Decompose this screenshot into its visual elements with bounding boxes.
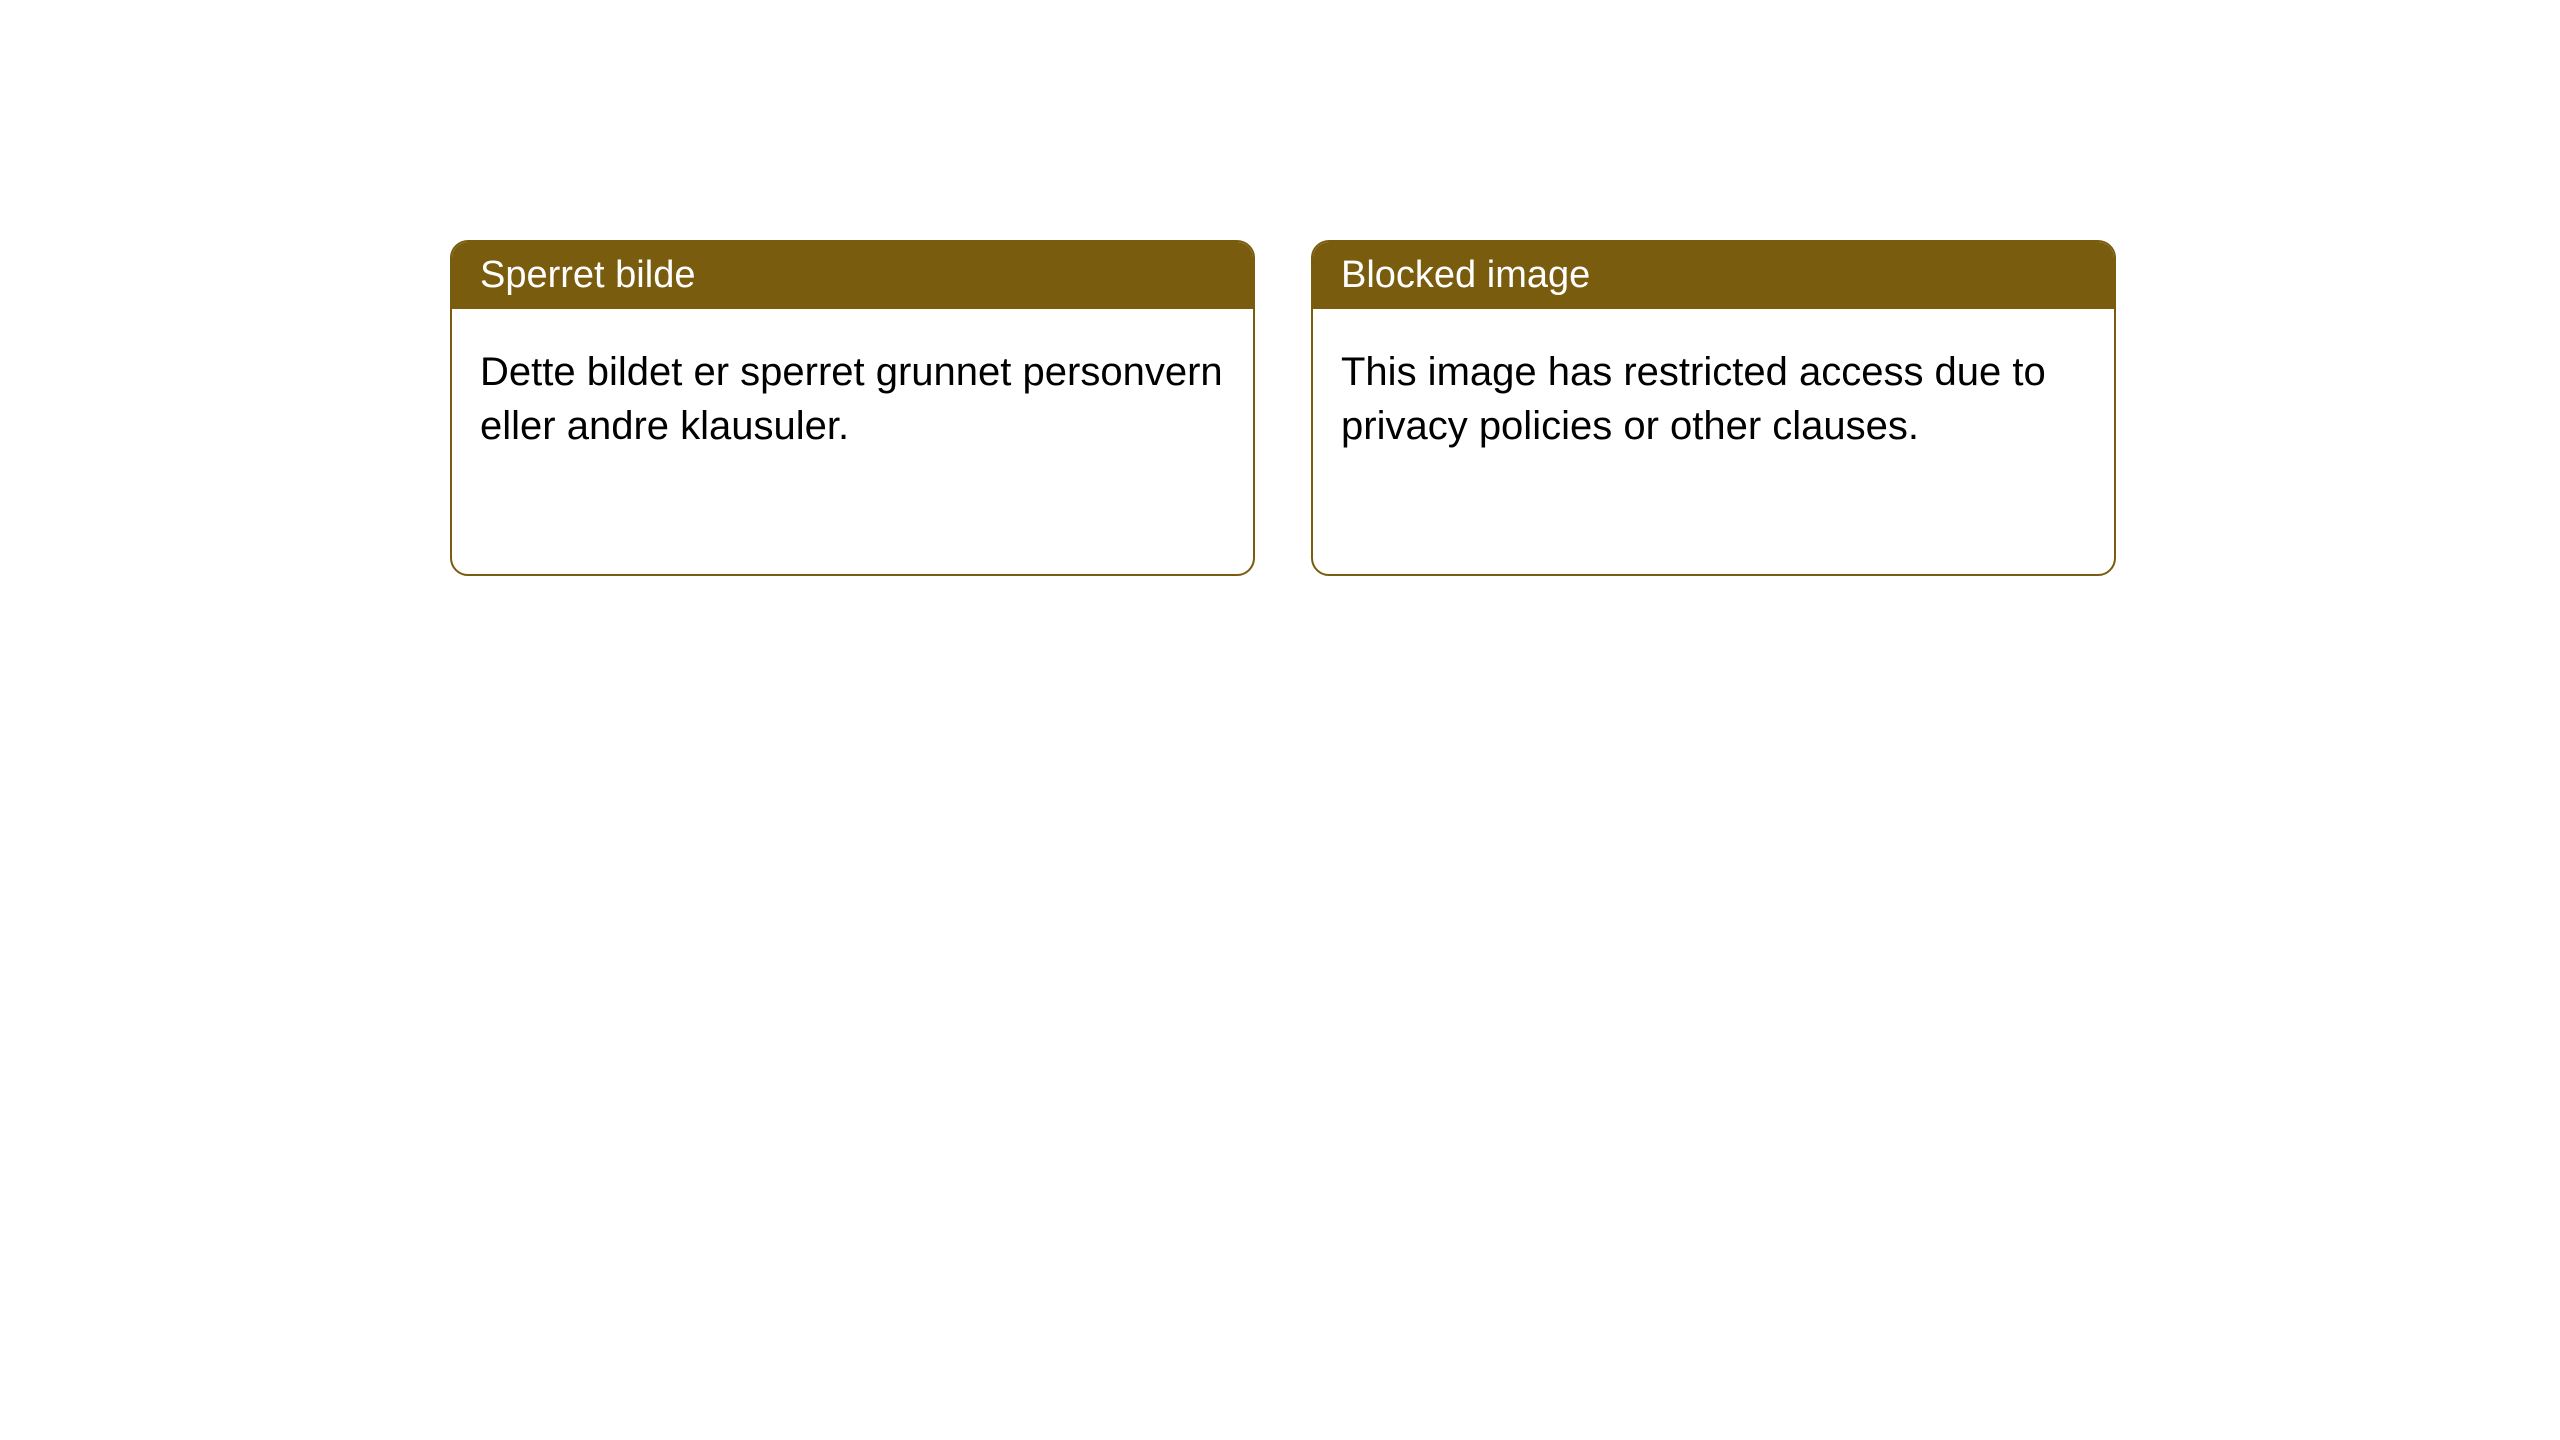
notice-cards-container: Sperret bilde Dette bildet er sperret gr… [450, 240, 2116, 576]
card-body: Dette bildet er sperret grunnet personve… [452, 309, 1253, 574]
card-title: Blocked image [1341, 254, 1590, 296]
notice-card-english: Blocked image This image has restricted … [1311, 240, 2116, 576]
card-body: This image has restricted access due to … [1313, 309, 2114, 574]
card-title: Sperret bilde [480, 254, 695, 296]
card-header: Blocked image [1313, 242, 2114, 309]
notice-card-norwegian: Sperret bilde Dette bildet er sperret gr… [450, 240, 1255, 576]
card-header: Sperret bilde [452, 242, 1253, 309]
card-body-text: Dette bildet er sperret grunnet personve… [480, 350, 1223, 448]
card-body-text: This image has restricted access due to … [1341, 350, 2046, 448]
